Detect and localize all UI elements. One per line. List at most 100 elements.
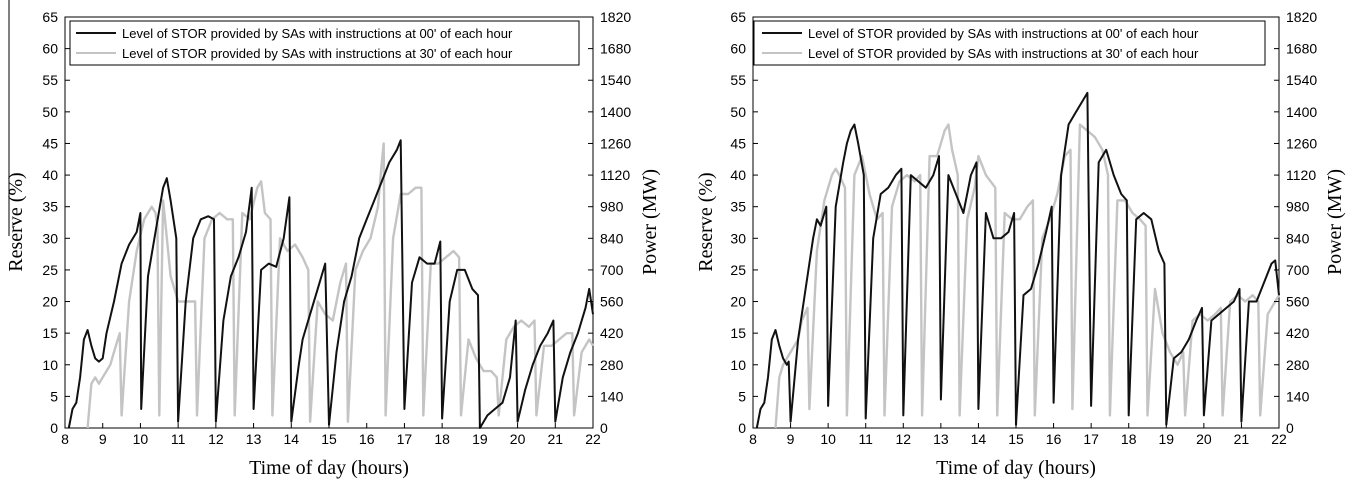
y-axis-label: Reserve (%)	[695, 172, 717, 271]
x-axis-label: Time of day (hours)	[936, 457, 1096, 479]
y2-tick-label: 1540	[600, 72, 631, 88]
y2-tick-label: 980	[600, 199, 624, 215]
y-axis-label: Reserve (%)	[5, 172, 27, 271]
x-tick-label: 8	[61, 431, 69, 447]
y2-tick-label: 140	[600, 388, 624, 404]
legend-label-series-1: Level of STOR provided by SAs with instr…	[122, 46, 513, 61]
series-layer	[67, 139, 595, 429]
y2-axis-label: Power (MW)	[639, 169, 661, 275]
y-tick-label: 65	[42, 9, 58, 25]
y-tick-label: 15	[730, 325, 746, 341]
x-tick-label: 13	[933, 431, 949, 447]
y-tick-label: 10	[730, 357, 746, 373]
y-tick-label: 60	[730, 41, 746, 57]
y-tick-label: 5	[50, 388, 58, 404]
x-tick-label: 19	[472, 431, 488, 447]
y-tick-label: 40	[730, 167, 746, 183]
x-tick-label: 14	[971, 431, 987, 447]
x-tick-label: 11	[171, 431, 186, 447]
x-tick-label: 9	[99, 431, 107, 447]
x-tick-label: 21	[547, 431, 563, 447]
y-tick-label: 15	[42, 325, 58, 341]
y2-tick-label: 420	[600, 325, 624, 341]
y-tick-label: 5	[738, 388, 746, 404]
x-tick-label: 17	[1083, 431, 1099, 447]
legend-label-series-1: Level of STOR provided by SAs with instr…	[808, 46, 1199, 61]
y2-tick-label: 140	[1286, 388, 1310, 404]
series-line-0	[67, 139, 594, 429]
series-line-1	[86, 142, 595, 429]
y-tick-label: 30	[42, 230, 58, 246]
x-tick-label: 13	[246, 431, 262, 447]
y2-tick-label: 560	[600, 294, 624, 310]
y-tick-label: 20	[730, 294, 746, 310]
x-tick-label: 11	[858, 431, 873, 447]
y2-tick-label: 0	[600, 420, 608, 436]
series-line-1	[774, 123, 1281, 429]
y-tick-label: 55	[42, 72, 58, 88]
y-tick-label: 55	[730, 72, 746, 88]
y2-tick-label: 280	[1286, 357, 1310, 373]
y2-tick-label: 840	[600, 230, 624, 246]
legend: Level of STOR provided by SAs with instr…	[753, 20, 1266, 66]
chart-left: 8 9 10 11 12 13 14 15 16 17 18 19 20 21 22051015202530…	[5, 0, 661, 479]
legend-label-series-0: Level of STOR provided by SAs with instr…	[122, 26, 513, 41]
y2-tick-label: 840	[1286, 230, 1310, 246]
x-axis-label: Time of day (hours)	[249, 457, 409, 479]
y2-tick-label: 1260	[1286, 135, 1317, 151]
y-tick-label: 65	[730, 9, 746, 25]
y2-tick-label: 1400	[600, 104, 631, 120]
y-tick-label: 20	[42, 294, 58, 310]
x-tick-label: 18	[1121, 431, 1137, 447]
y-tick-label: 0	[738, 420, 746, 436]
y2-tick-label: 420	[1286, 325, 1310, 341]
x-tick-label: 8	[749, 431, 757, 447]
y2-tick-label: 280	[600, 357, 624, 373]
y-tick-label: 10	[42, 357, 58, 373]
x-tick-label: 21	[1234, 431, 1250, 447]
y2-tick-label: 1540	[1286, 72, 1317, 88]
x-tick-label: 10	[820, 431, 836, 447]
x-tick-label: 16	[1046, 431, 1062, 447]
x-tick-label: 20	[1196, 431, 1212, 447]
y2-tick-label: 1260	[600, 135, 631, 151]
y-tick-label: 25	[42, 262, 58, 278]
y2-tick-label: 560	[1286, 294, 1310, 310]
x-tick-label: 12	[208, 431, 224, 447]
x-tick-label: 18	[434, 431, 450, 447]
series-layer	[755, 91, 1281, 429]
chart-right: 8 9 10 11 12 13 14 15 16 17 18 19 20 21 22051015202530…	[695, 9, 1346, 479]
y-tick-label: 50	[730, 104, 746, 120]
y2-tick-label: 1120	[600, 167, 630, 183]
y-tick-label: 60	[42, 41, 58, 57]
y2-tick-label: 1120	[1286, 167, 1316, 183]
legend-box	[753, 20, 1266, 66]
y2-tick-label: 0	[1286, 420, 1294, 436]
x-tick-label: 22	[1271, 431, 1287, 447]
x-tick-label: 20	[510, 431, 526, 447]
y-tick-label: 30	[730, 230, 746, 246]
y-tick-label: 40	[42, 167, 58, 183]
x-tick-label: 17	[397, 431, 413, 447]
y-tick-label: 25	[730, 262, 746, 278]
y2-tick-label: 700	[1286, 262, 1310, 278]
tick-layer: 8 9 10 11 12 13 14 15 16 17 18 19 20 21 22051015202530…	[42, 9, 631, 447]
y-tick-label: 35	[730, 199, 746, 215]
y2-tick-label: 1680	[600, 41, 631, 57]
legend-label-series-0: Level of STOR provided by SAs with instr…	[808, 26, 1199, 41]
y-tick-label: 35	[42, 199, 58, 215]
legend: Level of STOR provided by SAs with instr…	[69, 20, 580, 66]
y2-tick-label: 980	[1286, 199, 1310, 215]
tick-layer: 8 9 10 11 12 13 14 15 16 17 18 19 20 21 22051015202530…	[730, 9, 1317, 447]
series-line-0	[755, 91, 1280, 429]
x-tick-label: 10	[133, 431, 149, 447]
x-tick-label: 19	[1158, 431, 1174, 447]
y-tick-label: 50	[42, 104, 58, 120]
y2-tick-label: 1680	[1286, 41, 1317, 57]
y-tick-label: 45	[42, 135, 58, 151]
x-tick-label: 9	[787, 431, 795, 447]
y2-tick-label: 1820	[600, 9, 631, 25]
y2-tick-label: 700	[600, 262, 624, 278]
x-tick-label: 12	[895, 431, 911, 447]
